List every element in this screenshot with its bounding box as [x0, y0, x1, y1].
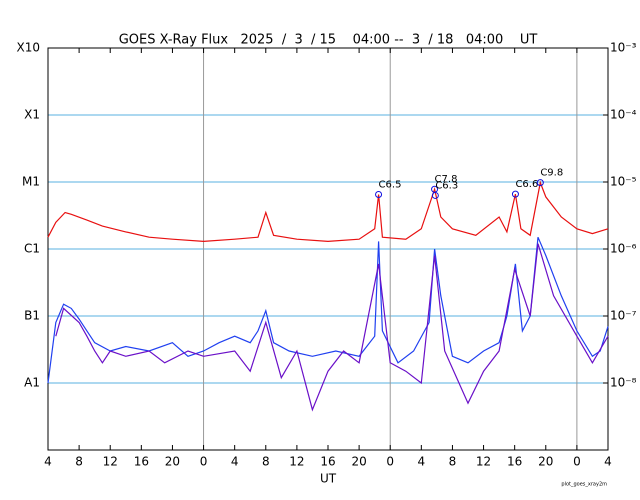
x-tick-label: 0 — [386, 455, 394, 469]
x-tick-label: 12 — [476, 455, 491, 469]
flare-marker — [536, 179, 544, 187]
x-tick-label: 8 — [75, 455, 83, 469]
x-tick-label: 12 — [289, 455, 304, 469]
x-tick-label: 12 — [103, 455, 118, 469]
x-tick-label: 16 — [320, 455, 335, 469]
flare-label: C7.8 — [435, 174, 458, 185]
flare-marker — [431, 191, 439, 199]
x-tick-label: 0 — [573, 455, 581, 469]
y-tick-label: C1 — [24, 242, 40, 256]
y-tick-label: M1 — [22, 175, 40, 189]
flare-label: C6.6 — [515, 179, 538, 190]
y-tick-label: X1 — [24, 108, 40, 122]
series-line — [55, 243, 609, 412]
y2-tick-label: 10⁻⁸ — [610, 376, 637, 390]
x-axis-label: UT — [320, 472, 337, 486]
y-tick-label: A1 — [24, 376, 40, 390]
plot-frame — [47, 47, 609, 451]
x-tick-label: 8 — [449, 455, 457, 469]
x-tick-label: 8 — [262, 455, 270, 469]
series-line — [47, 236, 609, 384]
flare-label: C6.3 — [435, 180, 458, 191]
x-tick-label: 4 — [231, 455, 239, 469]
x-tick-label: 4 — [44, 455, 52, 469]
flare-marker — [511, 190, 519, 198]
y2-tick-label: 10⁻⁴ — [610, 108, 637, 122]
x-tick-label: 20 — [165, 455, 180, 469]
series-line — [47, 180, 609, 243]
x-tick-label: 4 — [418, 455, 426, 469]
y-tick-label: X10 — [17, 41, 41, 55]
y2-tick-label: 10⁻³ — [610, 41, 637, 55]
chart-title: GOES X-Ray Flux 2025 / 3 / 15 04:00 -- 3… — [119, 33, 538, 48]
x-tick-label: 0 — [200, 455, 208, 469]
y2-tick-label: 10⁻⁷ — [610, 309, 637, 323]
y2-tick-label: 10⁻⁵ — [610, 175, 637, 189]
x-tick-label: 20 — [351, 455, 366, 469]
flare-marker — [375, 191, 383, 199]
y2-tick-label: 10⁻⁶ — [610, 242, 637, 256]
x-tick-label: 16 — [134, 455, 149, 469]
flare-label: C9.8 — [540, 168, 563, 179]
flare-label: C6.5 — [379, 180, 402, 191]
y-tick-label: B1 — [24, 309, 40, 323]
x-tick-label: 16 — [507, 455, 522, 469]
x-tick-label: 20 — [538, 455, 553, 469]
x-tick-label: 4 — [604, 455, 612, 469]
credit: plot_goes_xray2m — [561, 482, 607, 488]
